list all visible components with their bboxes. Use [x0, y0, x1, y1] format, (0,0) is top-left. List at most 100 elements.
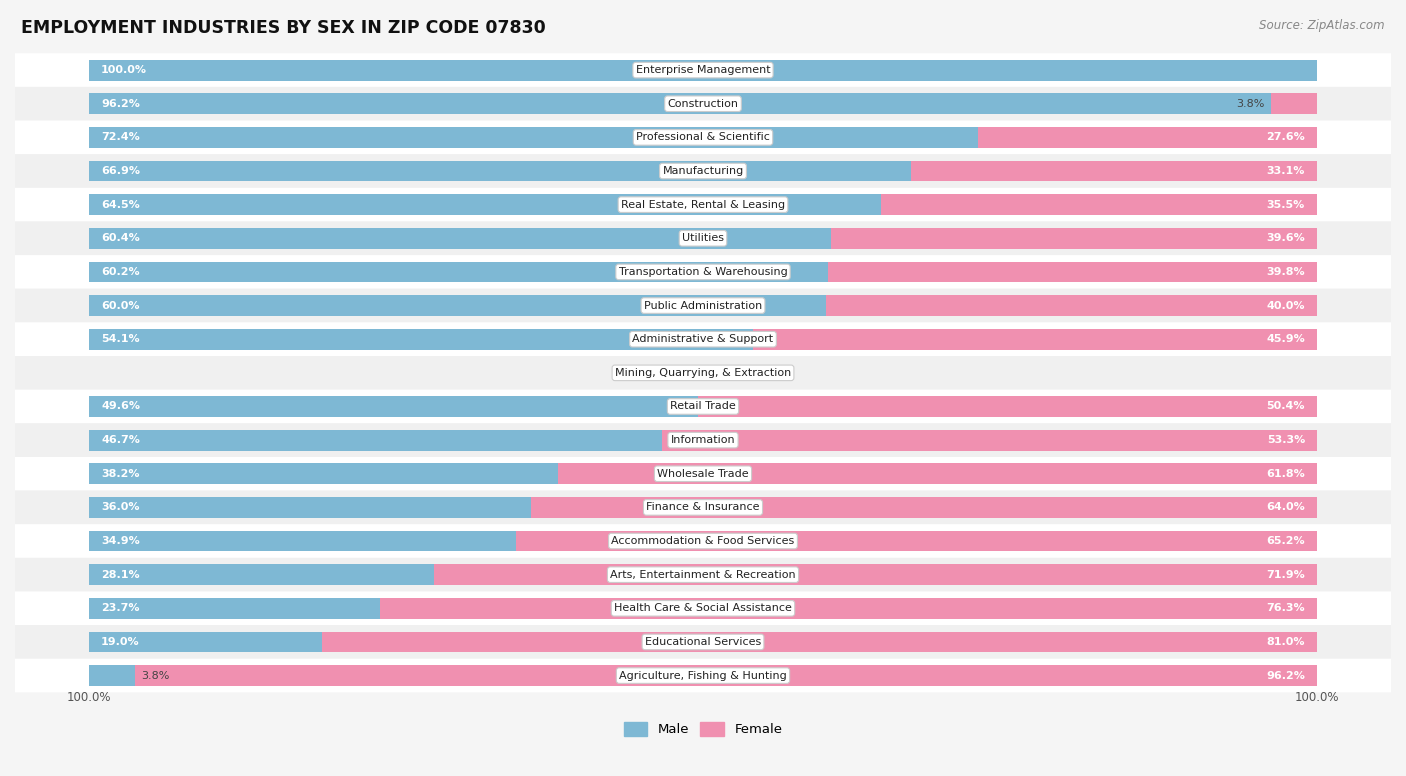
FancyBboxPatch shape [15, 54, 1391, 87]
Text: Enterprise Management: Enterprise Management [636, 65, 770, 75]
Text: 60.0%: 60.0% [101, 300, 139, 310]
Bar [89, 93, 1271, 114]
Bar [89, 161, 911, 182]
Text: Wholesale Trade: Wholesale Trade [657, 469, 749, 479]
Bar [89, 194, 882, 215]
Bar [516, 531, 1317, 552]
Bar [89, 329, 754, 350]
Text: Public Administration: Public Administration [644, 300, 762, 310]
Text: 38.2%: 38.2% [101, 469, 139, 479]
Text: 3.8%: 3.8% [142, 670, 170, 681]
Bar [89, 396, 699, 417]
Text: Finance & Insurance: Finance & Insurance [647, 502, 759, 512]
FancyBboxPatch shape [15, 457, 1391, 490]
Text: 64.5%: 64.5% [101, 199, 139, 210]
Text: 72.4%: 72.4% [101, 133, 139, 142]
Text: 3.8%: 3.8% [1236, 99, 1264, 109]
Text: 66.9%: 66.9% [101, 166, 141, 176]
Bar [89, 665, 135, 686]
Text: 96.2%: 96.2% [101, 99, 139, 109]
Text: 35.5%: 35.5% [1267, 199, 1305, 210]
Text: 40.0%: 40.0% [1267, 300, 1305, 310]
Bar [831, 228, 1317, 249]
Text: EMPLOYMENT INDUSTRIES BY SEX IN ZIP CODE 07830: EMPLOYMENT INDUSTRIES BY SEX IN ZIP CODE… [21, 19, 546, 37]
Text: 100.0%: 100.0% [66, 691, 111, 704]
Text: 53.3%: 53.3% [1267, 435, 1305, 445]
FancyBboxPatch shape [15, 255, 1391, 289]
Bar [89, 295, 825, 316]
FancyBboxPatch shape [15, 221, 1391, 255]
Text: 65.2%: 65.2% [1267, 536, 1305, 546]
FancyBboxPatch shape [15, 356, 1391, 390]
Bar [434, 564, 1317, 585]
Text: 100.0%: 100.0% [101, 65, 148, 75]
Text: Administrative & Support: Administrative & Support [633, 334, 773, 345]
Text: 28.1%: 28.1% [101, 570, 139, 580]
Bar [322, 632, 1317, 653]
Text: Retail Trade: Retail Trade [671, 401, 735, 411]
Bar [89, 127, 979, 147]
Text: 71.9%: 71.9% [1267, 570, 1305, 580]
Bar [89, 497, 531, 518]
Text: Professional & Scientific: Professional & Scientific [636, 133, 770, 142]
Text: Arts, Entertainment & Recreation: Arts, Entertainment & Recreation [610, 570, 796, 580]
FancyBboxPatch shape [15, 87, 1391, 120]
Text: 45.9%: 45.9% [1267, 334, 1305, 345]
Text: 49.6%: 49.6% [101, 401, 141, 411]
Bar [828, 262, 1317, 282]
Text: 64.0%: 64.0% [1267, 502, 1305, 512]
Bar [89, 430, 662, 451]
Text: 81.0%: 81.0% [1267, 637, 1305, 647]
Bar [558, 463, 1317, 484]
FancyBboxPatch shape [15, 490, 1391, 525]
Text: 50.4%: 50.4% [1267, 401, 1305, 411]
Text: Construction: Construction [668, 99, 738, 109]
Text: 61.8%: 61.8% [1267, 469, 1305, 479]
Bar [89, 564, 434, 585]
Text: 36.0%: 36.0% [101, 502, 139, 512]
Text: 60.2%: 60.2% [101, 267, 139, 277]
Bar [89, 598, 380, 618]
Bar [135, 665, 1317, 686]
Text: Accommodation & Food Services: Accommodation & Food Services [612, 536, 794, 546]
Bar [882, 194, 1317, 215]
Text: Information: Information [671, 435, 735, 445]
FancyBboxPatch shape [15, 154, 1391, 188]
Bar [89, 463, 558, 484]
Bar [89, 632, 322, 653]
Legend: Male, Female: Male, Female [619, 716, 787, 742]
Text: Real Estate, Rental & Leasing: Real Estate, Rental & Leasing [621, 199, 785, 210]
Text: Educational Services: Educational Services [645, 637, 761, 647]
FancyBboxPatch shape [15, 289, 1391, 322]
Text: Agriculture, Fishing & Hunting: Agriculture, Fishing & Hunting [619, 670, 787, 681]
Text: 19.0%: 19.0% [101, 637, 139, 647]
Text: 0.0%: 0.0% [716, 368, 744, 378]
Bar [380, 598, 1317, 618]
Text: Transportation & Warehousing: Transportation & Warehousing [619, 267, 787, 277]
Bar [1271, 93, 1317, 114]
Bar [699, 396, 1317, 417]
Bar [825, 295, 1317, 316]
FancyBboxPatch shape [15, 625, 1391, 659]
FancyBboxPatch shape [15, 558, 1391, 591]
FancyBboxPatch shape [15, 659, 1391, 692]
Bar [911, 161, 1317, 182]
Text: 46.7%: 46.7% [101, 435, 139, 445]
Text: Utilities: Utilities [682, 234, 724, 244]
Bar [531, 497, 1317, 518]
FancyBboxPatch shape [15, 525, 1391, 558]
Bar [662, 430, 1317, 451]
FancyBboxPatch shape [15, 423, 1391, 457]
Bar [979, 127, 1317, 147]
Text: 96.2%: 96.2% [1267, 670, 1305, 681]
Text: 27.6%: 27.6% [1267, 133, 1305, 142]
Text: 100.0%: 100.0% [1295, 691, 1340, 704]
Text: Source: ZipAtlas.com: Source: ZipAtlas.com [1260, 19, 1385, 33]
Text: Mining, Quarrying, & Extraction: Mining, Quarrying, & Extraction [614, 368, 792, 378]
Text: 54.1%: 54.1% [101, 334, 139, 345]
Text: 76.3%: 76.3% [1267, 603, 1305, 613]
Text: 0.0%: 0.0% [716, 65, 744, 75]
FancyBboxPatch shape [15, 322, 1391, 356]
FancyBboxPatch shape [15, 120, 1391, 154]
Text: 23.7%: 23.7% [101, 603, 139, 613]
